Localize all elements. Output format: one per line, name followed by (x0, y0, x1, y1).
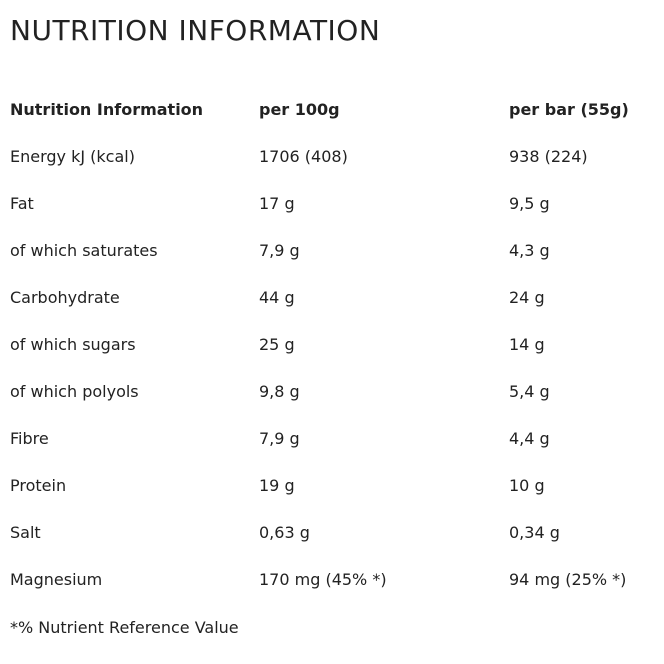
per-bar-value: 10 g (509, 476, 545, 495)
per-bar-value: 938 (224) (509, 147, 588, 166)
table-row: Energy kJ (kcal) 1706 (408) 938 (224) (10, 133, 650, 180)
table-row: of which sugars 25 g 14 g (10, 321, 650, 368)
per-100g-value: 25 g (259, 335, 295, 354)
nutrient-label: Fat (10, 194, 34, 213)
nutrient-label: Salt (10, 523, 41, 542)
nutrient-label: of which saturates (10, 241, 158, 260)
per-100g-value: 17 g (259, 194, 295, 213)
table-row: Protein 19 g 10 g (10, 462, 650, 509)
per-bar-value: 4,4 g (509, 429, 550, 448)
table-row: Carbohydrate 44 g 24 g (10, 274, 650, 321)
table-row: Salt 0,63 g 0,34 g (10, 509, 650, 556)
per-100g-value: 7,9 g (259, 429, 300, 448)
table-row: Fat 17 g 9,5 g (10, 180, 650, 227)
per-bar-value: 24 g (509, 288, 545, 307)
nutrient-label: Energy kJ (kcal) (10, 147, 135, 166)
nutrient-label: Fibre (10, 429, 49, 448)
per-bar-value: 0,34 g (509, 523, 560, 542)
per-bar-value: 5,4 g (509, 382, 550, 401)
per-bar-value: 14 g (509, 335, 545, 354)
nutrient-label: of which polyols (10, 382, 139, 401)
table-row: of which polyols 9,8 g 5,4 g (10, 368, 650, 415)
nutrient-label: Protein (10, 476, 67, 495)
header-per-bar: per bar (55g) (509, 100, 629, 119)
nutrient-label: Carbohydrate (10, 288, 120, 307)
table-header-row: Nutrition Information per 100g per bar (… (10, 86, 650, 133)
per-100g-value: 19 g (259, 476, 295, 495)
page-title: NUTRITION INFORMATION (10, 14, 381, 47)
per-100g-value: 44 g (259, 288, 295, 307)
header-nutrient: Nutrition Information (10, 100, 204, 119)
per-100g-value: 170 mg (45% *) (259, 570, 387, 589)
nutrition-table: Nutrition Information per 100g per bar (… (10, 86, 650, 603)
per-100g-value: 0,63 g (259, 523, 310, 542)
per-100g-value: 9,8 g (259, 382, 300, 401)
per-100g-value: 1706 (408) (259, 147, 348, 166)
per-bar-value: 4,3 g (509, 241, 550, 260)
table-row: of which saturates 7,9 g 4,3 g (10, 227, 650, 274)
per-bar-value: 94 mg (25% *) (509, 570, 627, 589)
footnote: *% Nutrient Reference Value (10, 618, 239, 637)
per-bar-value: 9,5 g (509, 194, 550, 213)
table-row: Magnesium 170 mg (45% *) 94 mg (25% *) (10, 556, 650, 603)
nutrient-label: Magnesium (10, 570, 103, 589)
header-per-100g: per 100g (259, 100, 340, 119)
per-100g-value: 7,9 g (259, 241, 300, 260)
nutrient-label: of which sugars (10, 335, 136, 354)
table-row: Fibre 7,9 g 4,4 g (10, 415, 650, 462)
